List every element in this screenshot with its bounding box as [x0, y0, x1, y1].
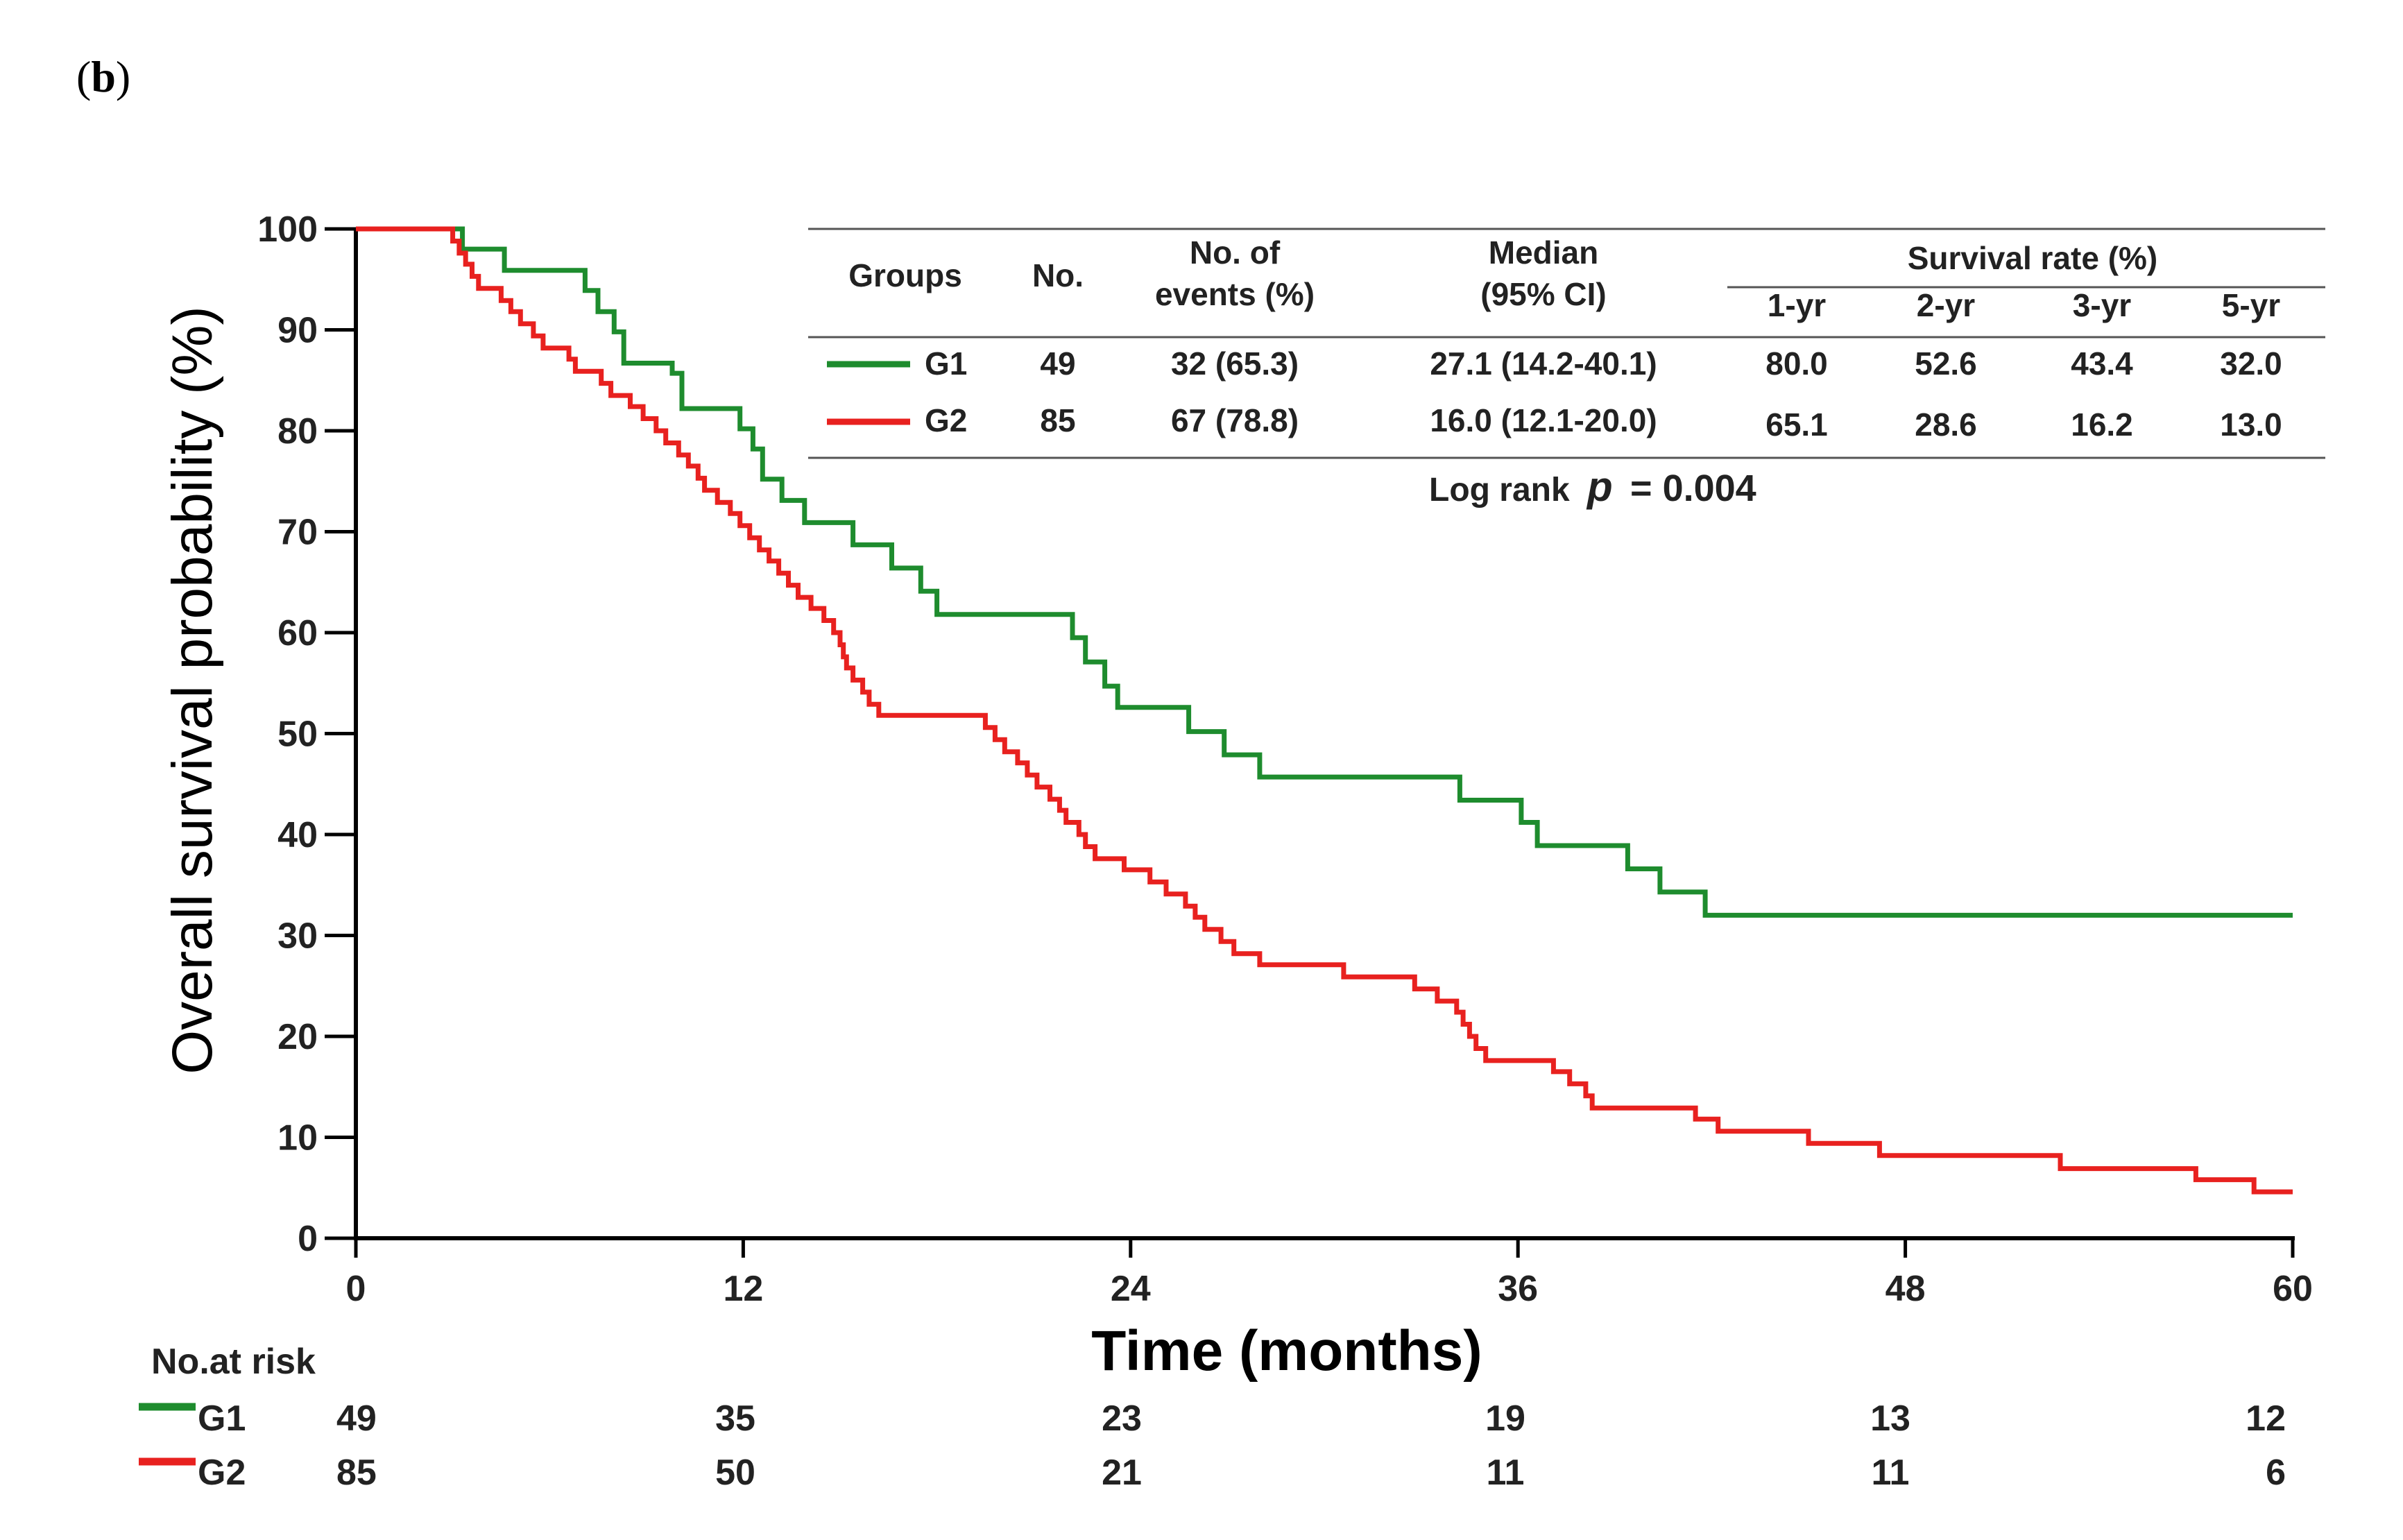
- at-risk-g1-count-2: 23: [1102, 1398, 1142, 1439]
- y-tick-label-40: 40: [277, 815, 318, 855]
- x-tick-label-36: 36: [1498, 1269, 1538, 1309]
- x-tick-label-0: 0: [346, 1269, 366, 1309]
- header-median-line1: Median: [1489, 234, 1598, 271]
- at-risk-table: No.at risk G1 G2 49 35 23 19 13 12 85 50 21 11 11 6: [139, 1342, 2286, 1493]
- y-tick-label-70: 70: [277, 513, 318, 553]
- row-g2-events: 67 (78.8): [1171, 402, 1299, 438]
- y-axis-label: Overall survival probability (%): [161, 306, 224, 1074]
- survival-curves: [356, 226, 2293, 1195]
- survival-curve-g2: [356, 226, 2293, 1195]
- logrank-label: Log rank p = 0.004: [1429, 463, 1756, 510]
- header-survival-rate: Survival rate (%): [1908, 240, 2157, 276]
- at-risk-g2-count-0: 85: [336, 1453, 377, 1493]
- y-tick-labels: 0 10 20 30 40 50 60 70 80 90 100: [257, 209, 318, 1259]
- header-median-line2: (95% CI): [1480, 276, 1606, 312]
- header-3yr: 3-yr: [2073, 287, 2131, 323]
- survival-curve-g1: [356, 226, 2293, 918]
- row-g1-group: G1: [925, 345, 967, 382]
- header-groups: Groups: [848, 257, 962, 293]
- x-axis-label: Time (months): [1091, 1319, 1482, 1383]
- header-2yr: 2-yr: [1917, 287, 1975, 323]
- y-tick-label-90: 90: [277, 311, 318, 351]
- row-g1-rate-2yr: 52.6: [1915, 345, 1977, 382]
- y-tick-label-60: 60: [277, 613, 318, 653]
- panel-label: (b): [76, 52, 130, 101]
- at-risk-counts: 49 35 23 19 13 12 85 50 21 11 11 6: [336, 1398, 2286, 1493]
- at-risk-g1-count-3: 19: [1485, 1398, 1525, 1439]
- x-tick-label-24: 24: [1111, 1269, 1151, 1309]
- row-g2-rate-2yr: 28.6: [1915, 407, 1977, 443]
- x-tick-label-12: 12: [723, 1269, 763, 1309]
- row-g1-rate-5yr: 32.0: [2220, 345, 2282, 382]
- row-g2-median: 16.0 (12.1-20.0): [1430, 402, 1657, 438]
- row-g1-rate-3yr: 43.4: [2071, 345, 2133, 382]
- header-events-line1: No. of: [1190, 234, 1281, 271]
- axes: [325, 227, 2295, 1258]
- row-g2-rate-1yr: 65.1: [1765, 407, 1828, 443]
- y-tick-label-80: 80: [277, 411, 318, 452]
- at-risk-title: No.at risk: [151, 1342, 316, 1382]
- header-no: No.: [1032, 257, 1084, 293]
- x-tick-label-60: 60: [2273, 1269, 2313, 1309]
- row-g1-no: 49: [1040, 345, 1075, 382]
- header-1yr: 1-yr: [1768, 287, 1826, 323]
- at-risk-g2-count-1: 50: [715, 1453, 755, 1493]
- y-tick-label-0: 0: [298, 1219, 318, 1259]
- at-risk-g1-count-1: 35: [715, 1398, 755, 1439]
- x-tick-label-48: 48: [1885, 1269, 1926, 1309]
- y-tick-label-10: 10: [277, 1118, 318, 1158]
- row-g1-median: 27.1 (14.2-40.1): [1430, 345, 1657, 382]
- at-risk-g1-count-5: 12: [2246, 1398, 2286, 1439]
- at-risk-g2-count-2: 21: [1102, 1453, 1142, 1493]
- at-risk-g2-label: G2: [198, 1453, 246, 1493]
- at-risk-g1-label: G1: [198, 1398, 246, 1439]
- row-g2-rate-5yr: 13.0: [2220, 407, 2282, 443]
- header-5yr: 5-yr: [2222, 287, 2280, 323]
- row-g2-no: 85: [1040, 402, 1075, 438]
- at-risk-g2-count-5: 6: [2266, 1453, 2286, 1493]
- row-g1-events: 32 (65.3): [1171, 345, 1299, 382]
- at-risk-g2-count-3: 11: [1487, 1453, 1525, 1493]
- at-risk-g1-count-4: 13: [1870, 1398, 1910, 1439]
- header-events-line2: events (%): [1155, 276, 1315, 312]
- at-risk-g2-count-4: 11: [1872, 1453, 1910, 1493]
- x-tick-labels: 0 12 24 36 48 60: [346, 1269, 2313, 1309]
- y-tick-label-20: 20: [277, 1017, 318, 1057]
- y-tick-label-50: 50: [277, 715, 318, 755]
- summary-table: Groups No. No. of events (%) Median (95%…: [808, 228, 2325, 510]
- row-g1-rate-1yr: 80.0: [1765, 345, 1828, 382]
- row-g2-rate-3yr: 16.2: [2071, 407, 2133, 443]
- row-g2-group: G2: [925, 402, 967, 438]
- y-tick-label-100: 100: [257, 209, 318, 250]
- y-tick-label-30: 30: [277, 916, 318, 957]
- at-risk-g1-count-0: 49: [336, 1398, 377, 1439]
